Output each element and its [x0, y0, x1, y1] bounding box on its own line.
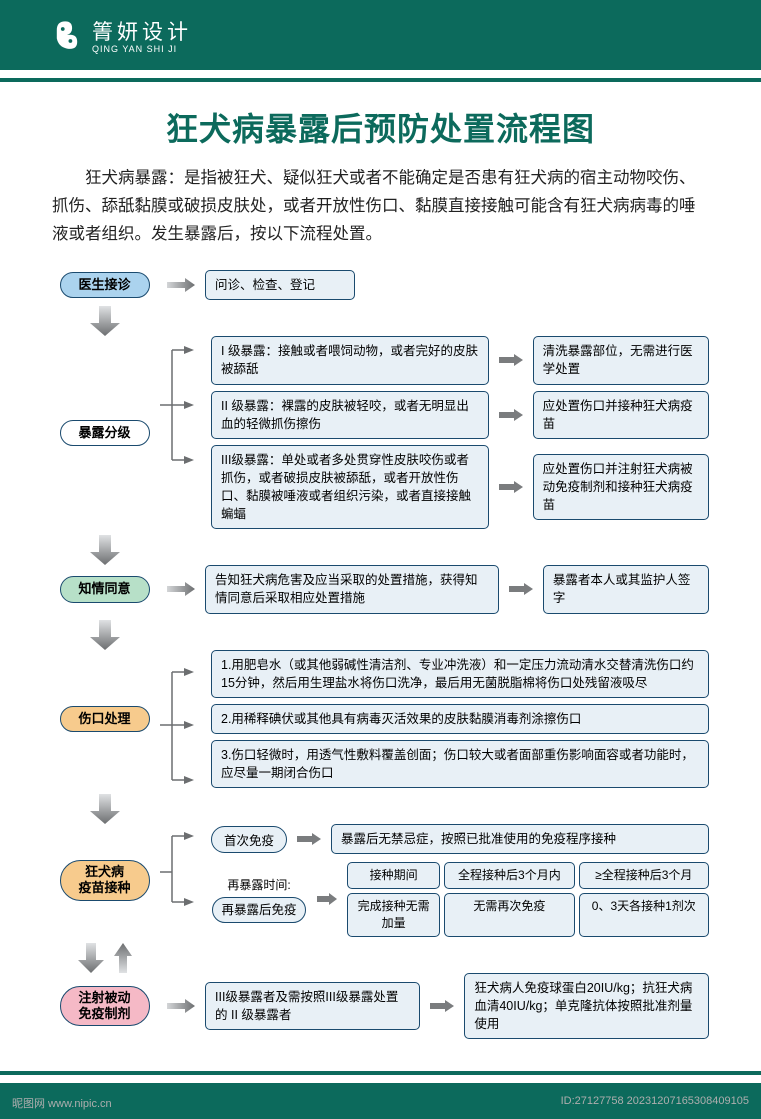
- step-1: 医生接诊 问诊、检查、登记: [52, 270, 709, 300]
- content-area: 狂犬病暴露后预防处置流程图 狂犬病暴露：是指被狂犬、疑似狂犬或者不能确定是否患有…: [0, 82, 761, 1071]
- lvl3-resp: 应处置伤口并注射狂犬病被动免疫制剂和接种狂犬病疫苗: [533, 454, 709, 520]
- step1-action: 问诊、检查、登记: [205, 270, 355, 300]
- lvl3-desc: III级暴露：单处或者多处贯穿性皮肤咬伤或者抓伤，或者破损皮肤被舔舐，或者开放性…: [211, 445, 489, 530]
- arrow-right-icon: [499, 354, 523, 366]
- step5-pill: 狂犬病疫苗接种: [60, 860, 150, 901]
- arrow-right-icon: [499, 481, 523, 493]
- arrow-right-icon: [499, 409, 523, 421]
- lvl1-desc: I 级暴露：接触或者喂饲动物，或者完好的皮肤被舔舐: [211, 336, 489, 384]
- re-time-label: 再暴露时间:: [227, 876, 290, 893]
- step3-desc: 告知狂犬病危害及应当采取的处置措施，获得知情同意后采取相应处置措施: [205, 565, 499, 613]
- step1-pill: 医生接诊: [60, 272, 150, 298]
- step6-desc: III级暴露者及需按照III级暴露处置的 II 级暴露者: [205, 982, 420, 1030]
- step3-pill: 知情同意: [60, 576, 150, 602]
- step-3: 知情同意 告知狂犬病危害及应当采取的处置措施，获得知情同意后采取相应处置措施 暴…: [52, 565, 709, 613]
- arrow-right-icon: [430, 1000, 454, 1012]
- watermark-id: ID:27127758 20231207165308409105: [561, 1095, 749, 1111]
- arrow-down-icon: [90, 620, 120, 650]
- intro-text: 狂犬病暴露：是指被狂犬、疑似狂犬或者不能确定是否患有狂犬病的宿主动物咬伤、抓伤、…: [52, 164, 709, 248]
- re-v1: 完成接种无需加量: [347, 893, 440, 937]
- step-6: 注射被动免疫制剂 III级暴露者及需按照III级暴露处置的 II 级暴露者 狂犬…: [52, 973, 709, 1039]
- arrow-down-icon: [78, 943, 108, 973]
- flowchart: 医生接诊 问诊、检查、登记 暴露分级 I 级暴露：接触或者喂饲动物，或者完好的皮…: [52, 270, 709, 1039]
- watermark: 昵图网 www.nipic.cn ID:27127758 20231207165…: [0, 1095, 761, 1111]
- re-h2: 全程接种后3个月内: [444, 862, 574, 889]
- arrow-right-icon: [167, 582, 195, 596]
- re-v3: 0、3天各接种1剂次: [579, 893, 709, 937]
- re-immun-pill: 再暴露后免疫: [212, 897, 305, 923]
- arrow-right-icon: [317, 893, 337, 905]
- logo-chinese: 箐妍设计: [92, 16, 192, 46]
- arrow-up-icon: [114, 943, 132, 973]
- fan-connector-icon: [160, 336, 194, 474]
- lvl1-resp: 清洗暴露部位，无需进行医学处置: [533, 336, 709, 384]
- wound-p3: 3.伤口轻微时，用透气性敷料覆盖创面；伤口较大或者面部重伤影响面容或者功能时，应…: [211, 740, 709, 788]
- step-2: 暴露分级 I 级暴露：接触或者喂饲动物，或者完好的皮肤被舔舐 清洗暴露部位，无需…: [52, 336, 709, 529]
- arrow-right-icon: [167, 278, 195, 292]
- logo: 箐妍设计 QING YAN SHI JI: [50, 16, 192, 54]
- page-title: 狂犬病暴露后预防处置流程图: [52, 104, 709, 150]
- arrow-down-icon: [90, 535, 120, 565]
- step-5: 狂犬病疫苗接种 首次免疫 暴露后无禁忌症，按照已批准使用的免疫程序接种 再暴露时…: [52, 824, 709, 937]
- lvl2-resp: 应处置伤口并接种狂犬病疫苗: [533, 391, 709, 439]
- wound-p2: 2.用稀释碘伏或其他具有病毒灭活效果的皮肤黏膜消毒剂涂擦伤口: [211, 704, 709, 734]
- arrow-right-icon: [167, 999, 195, 1013]
- re-v2: 无需再次免疫: [444, 893, 574, 937]
- re-h1: 接种期间: [347, 862, 440, 889]
- arrow-right-icon: [297, 833, 321, 845]
- watermark-site: 昵图网 www.nipic.cn: [12, 1095, 112, 1111]
- step6-resp: 狂犬病人免疫球蛋白20IU/kg；抗狂犬病血清40IU/kg；单克隆抗体按照批准…: [464, 973, 709, 1039]
- step-4: 伤口处理 1.用肥皂水（或其他弱碱性清洁剂、专业冲洗液）和一定压力流动清水交替清…: [52, 650, 709, 789]
- header-band: 箐妍设计 QING YAN SHI JI: [0, 0, 761, 70]
- logo-english: QING YAN SHI JI: [92, 44, 192, 54]
- step6-pill: 注射被动免疫制剂: [60, 986, 150, 1027]
- lvl2-desc: II 级暴露：裸露的皮肤被轻咬，或者无明显出血的轻微抓伤擦伤: [211, 391, 489, 439]
- fan-connector-icon: [160, 824, 194, 920]
- logo-icon: [50, 18, 84, 52]
- first-immun-pill: 首次免疫: [211, 826, 287, 853]
- step4-pill: 伤口处理: [60, 706, 150, 732]
- arrow-down-icon: [90, 306, 120, 336]
- first-immun-resp: 暴露后无禁忌症，按照已批准使用的免疫程序接种: [331, 824, 709, 854]
- wound-p1: 1.用肥皂水（或其他弱碱性清洁剂、专业冲洗液）和一定压力流动清水交替清洗伤口约1…: [211, 650, 709, 698]
- arrow-down-icon: [90, 794, 120, 824]
- fan-connector-icon: [160, 650, 194, 800]
- re-h3: ≥全程接种后3个月: [579, 862, 709, 889]
- step3-resp: 暴露者本人或其监护人签字: [543, 565, 709, 613]
- step2-pill: 暴露分级: [60, 420, 150, 446]
- arrow-right-icon: [509, 583, 533, 595]
